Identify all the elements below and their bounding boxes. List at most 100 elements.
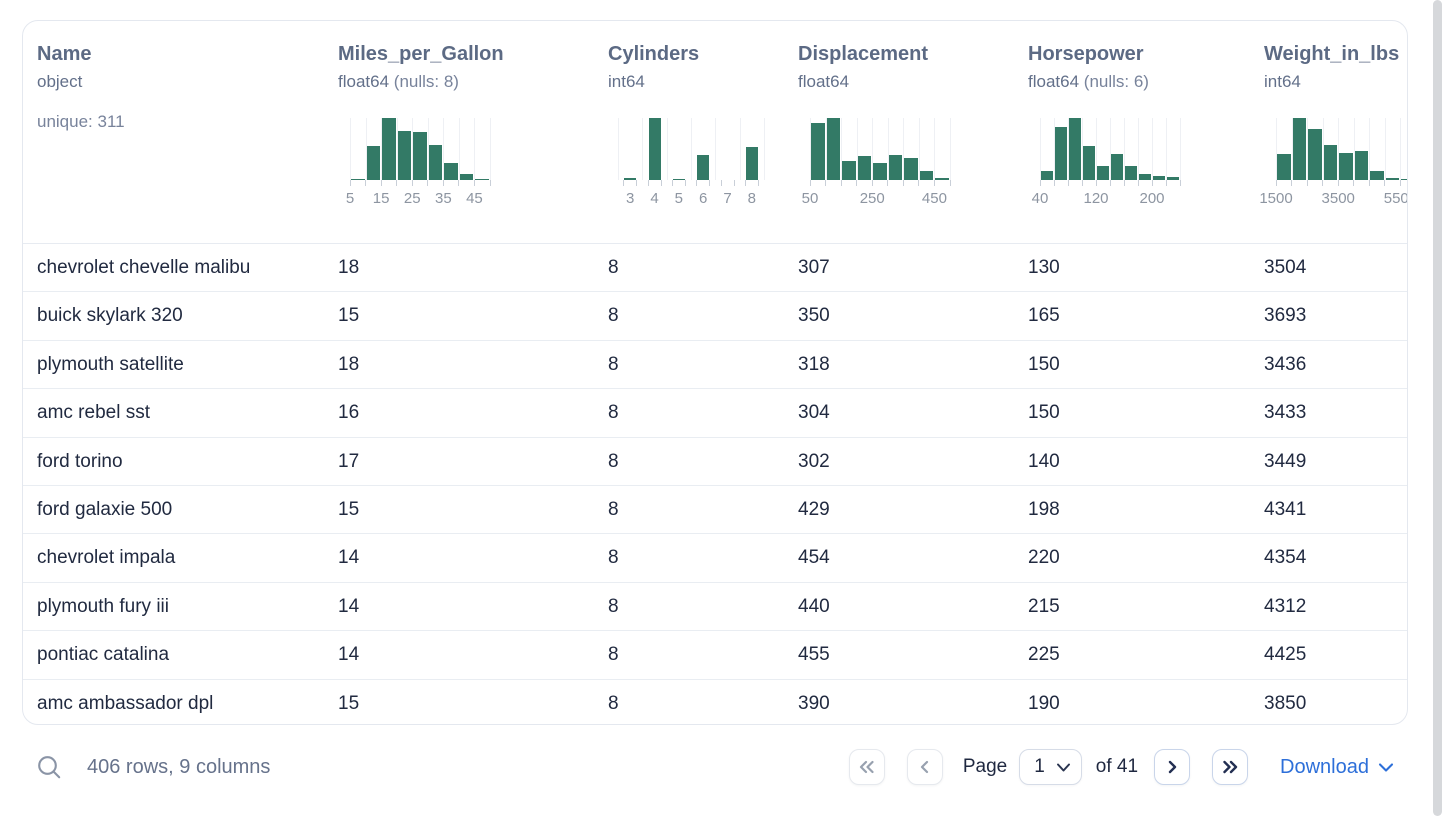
chevron-down-icon <box>1378 762 1394 773</box>
hist-bar <box>1055 127 1067 180</box>
cell-value: 220 <box>1028 547 1060 569</box>
hist-tick-label: 5 <box>345 190 355 207</box>
hist-tick-mark <box>647 180 649 186</box>
cell-value: 130 <box>1028 257 1060 278</box>
hist-gridline <box>365 118 367 180</box>
scrollbar[interactable] <box>1433 0 1442 816</box>
column-header-miles_per_gallon[interactable]: Miles_per_Gallon float64 (nulls: 8) 5 15 25 3… <box>338 41 608 243</box>
hist-gridline <box>1338 118 1340 180</box>
table-row[interactable]: plymouth satellite 18 8 318 150 3436 <box>23 341 1407 390</box>
hist-tick-mark <box>887 180 889 186</box>
histogram-axis <box>618 180 764 187</box>
hist-tick-mark <box>473 180 475 186</box>
hist-gridline <box>1291 118 1293 180</box>
column-header-cylinders[interactable]: Cylinders int64 3 4 5 6 7 8 <box>608 41 798 243</box>
table-body: chevrolet chevelle malibu 18 8 307 130 3504 bu… <box>23 244 1407 724</box>
table-row[interactable]: amc ambassador dpl 15 8 390 190 3850 <box>23 680 1407 724</box>
dtype-text: object <box>37 72 83 91</box>
hist-bar <box>919 170 934 180</box>
hist-tick-mark <box>757 180 759 186</box>
download-button[interactable]: Download <box>1280 756 1394 779</box>
hist-bar <box>1370 171 1384 180</box>
hist-tick-mark <box>1337 180 1339 186</box>
hist-tick-mark <box>856 180 858 186</box>
hist-gridline <box>918 118 920 180</box>
hist-tick-mark <box>1368 180 1370 186</box>
histogram-axis <box>1039 180 1181 187</box>
page-select[interactable]: 1 <box>1019 749 1082 785</box>
hist-gridline <box>715 118 717 180</box>
column-title: Horsepower <box>1028 43 1144 65</box>
last-page-button[interactable] <box>1212 749 1249 785</box>
hist-gridline <box>1040 118 1041 180</box>
hist-tick-mark <box>918 180 920 186</box>
hist-tick-mark <box>696 180 698 186</box>
unique-count: unique: 311 <box>37 112 125 131</box>
cell-value: 14 <box>338 595 360 617</box>
histogram: 50 250 450 <box>802 118 951 208</box>
hist-tick-mark <box>1384 180 1386 186</box>
cell-value: 8 <box>608 353 619 375</box>
histogram: 1500 3500 5500 <box>1259 118 1408 208</box>
cell-value: 4354 <box>1264 547 1307 569</box>
histogram: 40 120 200 <box>1032 118 1181 208</box>
hist-tick-label: 120 <box>1083 190 1109 207</box>
table-row[interactable]: chevrolet chevelle malibu 18 8 307 130 3504 <box>23 244 1407 293</box>
cell-value: 18 <box>338 353 360 375</box>
hist-bar <box>1083 145 1095 180</box>
search-icon[interactable] <box>36 754 63 781</box>
column-header-weight_in_lbs[interactable]: Weight_in_lbs int64 1500 3500 5500 <box>1259 41 1408 243</box>
table-row[interactable]: pontiac catalina 14 8 455 225 4425 <box>23 631 1407 680</box>
hist-bar <box>1401 178 1407 180</box>
hist-tick-label: 3500 <box>1321 190 1355 207</box>
hist-gridline <box>739 118 741 180</box>
cell-value: 225 <box>1028 644 1060 666</box>
hist-bar <box>475 178 489 180</box>
hist-bar <box>826 118 841 180</box>
histogram-plot <box>1276 118 1407 180</box>
hist-tick-mark <box>1165 180 1167 186</box>
table-row[interactable]: plymouth fury iii 14 8 440 215 4312 <box>23 583 1407 632</box>
table-row[interactable]: ford galaxie 500 15 8 429 198 4341 <box>23 486 1407 535</box>
cell-value: 3433 <box>1264 402 1307 424</box>
hist-tick-mark <box>427 180 429 186</box>
next-page-button[interactable] <box>1154 749 1191 785</box>
column-header-displacement[interactable]: Displacement float64 50 250 450 <box>798 41 1028 243</box>
cell-value: 14 <box>338 644 360 666</box>
hist-tick-mark <box>623 180 625 186</box>
hist-tick-label: 450 <box>921 190 947 207</box>
prev-page-button[interactable] <box>906 749 943 785</box>
page-label: Page <box>962 756 1008 777</box>
hist-gridline <box>666 118 668 180</box>
column-header-horsepower[interactable]: Horsepower float64 (nulls: 6) 40 120 200 <box>1028 41 1264 243</box>
column-title: Displacement <box>798 43 929 65</box>
hist-tick-mark <box>1053 180 1055 186</box>
hist-tick-mark <box>396 180 398 186</box>
hist-tick-label: 5500 <box>1383 190 1408 207</box>
table-row[interactable]: chevrolet impala 14 8 454 220 4354 <box>23 534 1407 583</box>
hist-tick-mark <box>1123 180 1125 186</box>
hist-tick-label: 5 <box>674 190 683 207</box>
table-row[interactable]: buick skylark 320 15 8 350 165 3693 <box>23 292 1407 341</box>
hist-tick-mark <box>1109 180 1111 186</box>
chevron-down-icon <box>1056 762 1071 773</box>
hist-tick-mark <box>458 180 460 186</box>
cell-value: 15 <box>338 692 360 714</box>
cell-value: 307 <box>798 257 830 278</box>
null-count: (nulls: 8) <box>393 72 459 91</box>
hist-tick-mark <box>840 180 842 186</box>
hist-tick-mark <box>1137 180 1139 186</box>
hist-gridline <box>618 118 619 180</box>
hist-gridline <box>1369 118 1371 180</box>
histogram-plot <box>1040 118 1181 180</box>
hist-gridline <box>381 118 383 180</box>
first-page-button[interactable] <box>848 749 885 785</box>
table-row[interactable]: ford torino 17 8 302 140 3449 <box>23 438 1407 486</box>
cell-value: 8 <box>608 257 619 278</box>
column-header-name[interactable]: Name object unique: 311 <box>37 41 338 243</box>
cell-value: 8 <box>608 547 619 569</box>
table-row[interactable]: amc rebel sst 16 8 304 150 3433 <box>23 389 1407 438</box>
hist-tick-mark <box>636 180 638 186</box>
cell-value: 302 <box>798 450 830 472</box>
hist-bar <box>888 155 903 180</box>
